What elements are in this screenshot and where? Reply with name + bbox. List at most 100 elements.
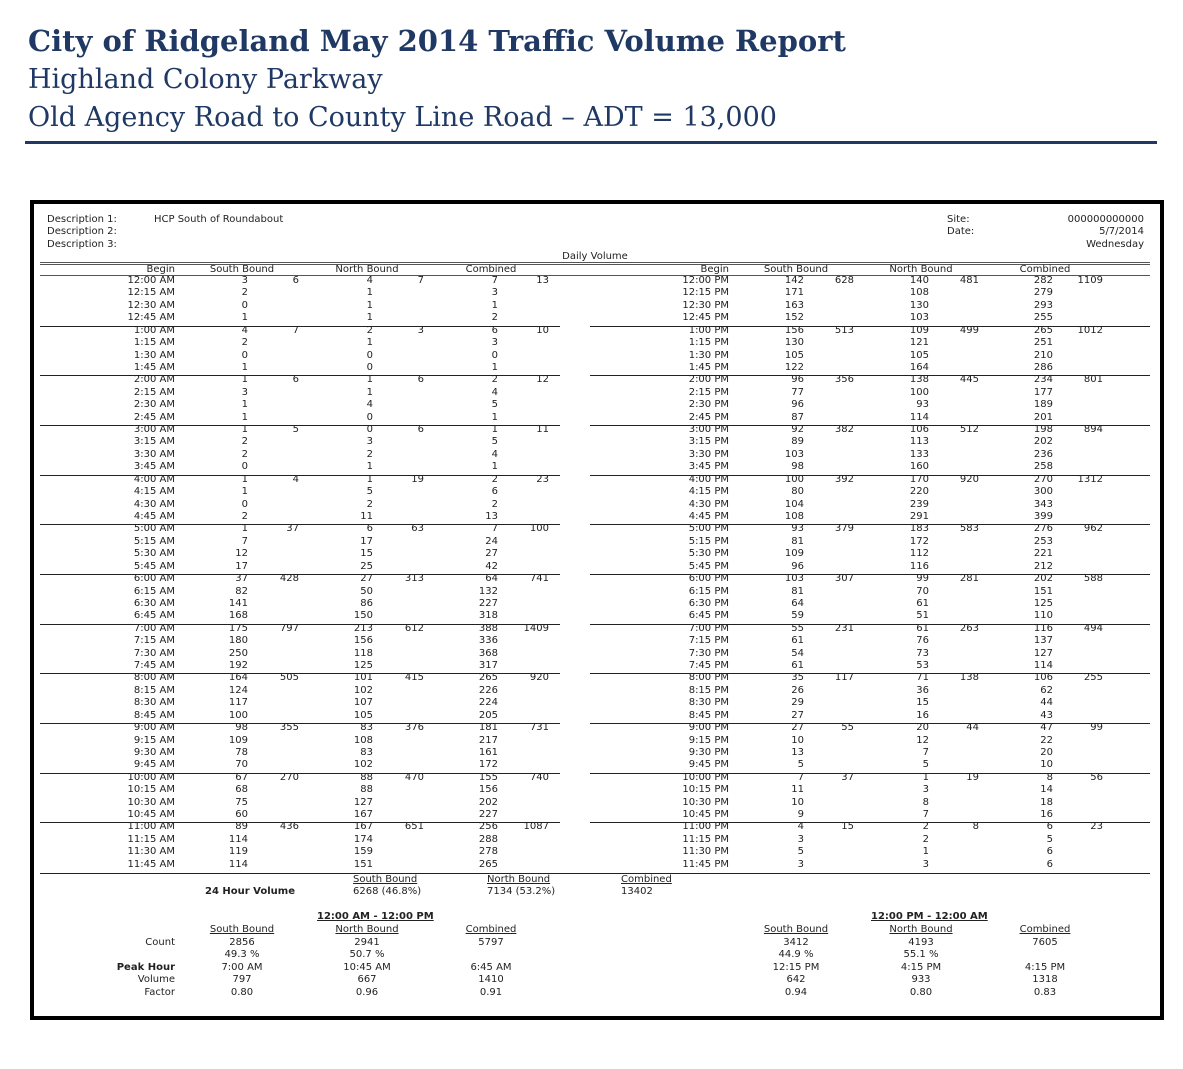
south-bound-count: 4 xyxy=(797,821,804,833)
begin-time: 9:30 PM xyxy=(688,746,729,758)
south-bound-count: 26 xyxy=(791,684,804,696)
combined-count: 258 xyxy=(1033,461,1053,473)
south-bound-count: 2 xyxy=(241,448,248,460)
south-bound-count: 141 xyxy=(228,597,248,609)
site-label: Site: xyxy=(947,214,970,225)
south-bound-count: 59 xyxy=(791,610,804,622)
summary-peak-volume: 797 xyxy=(232,974,252,985)
begin-time: 3:45 PM xyxy=(688,461,729,473)
begin-time: 9:30 AM xyxy=(133,746,175,758)
south-bound-count: 1 xyxy=(241,399,248,411)
hour-divider xyxy=(590,772,1150,774)
combined-count: 5 xyxy=(1046,833,1053,845)
combined-count: 6 xyxy=(491,486,498,498)
combined-count: 270 xyxy=(1033,473,1053,485)
summary-peak-factor: 0.96 xyxy=(355,987,379,998)
date-value: 5/7/2014 xyxy=(1099,226,1144,237)
combined-count: 189 xyxy=(1033,399,1053,411)
south-bound-count: 114 xyxy=(228,833,248,845)
south-bound-count: 250 xyxy=(228,647,248,659)
south-bound-hour-total: 382 xyxy=(834,424,854,436)
summary-count: 4193 xyxy=(908,937,934,948)
begin-time: 4:30 PM xyxy=(688,498,729,510)
begin-time: 6:15 AM xyxy=(133,585,175,597)
south-bound-count: 117 xyxy=(228,697,248,709)
begin-time: 3:15 AM xyxy=(133,436,175,448)
combined-hour-total: 740 xyxy=(529,771,549,783)
south-bound-count: 1 xyxy=(241,424,248,436)
combined-count: 42 xyxy=(485,560,498,572)
begin-time: 8:45 PM xyxy=(688,709,729,721)
summary-peak-volume: 933 xyxy=(911,974,931,985)
volume24-nb-header: North Bound xyxy=(487,874,551,885)
hour-divider xyxy=(40,425,560,427)
begin-time: 10:30 PM xyxy=(682,796,729,808)
south-bound-count: 7 xyxy=(241,535,248,547)
begin-time: 6:30 AM xyxy=(133,597,175,609)
south-bound-hour-total: 6 xyxy=(292,275,299,286)
hour-divider xyxy=(40,723,560,725)
south-bound-hour-total: 4 xyxy=(292,473,299,485)
south-bound-hour-total: 117 xyxy=(834,672,854,684)
begin-time: 1:00 AM xyxy=(133,324,175,336)
north-bound-hour-total: 138 xyxy=(959,672,979,684)
south-bound-count: 7 xyxy=(797,771,804,783)
begin-time: 2:00 AM xyxy=(133,374,175,386)
begin-time: 12:30 AM xyxy=(127,299,175,311)
begin-time: 2:15 PM xyxy=(688,386,729,398)
hour-divider xyxy=(590,673,1150,675)
north-bound-count: 99 xyxy=(916,573,929,585)
south-bound-count: 1 xyxy=(241,411,248,423)
column-header-begin: Begin xyxy=(700,264,729,275)
north-bound-count: 102 xyxy=(353,684,373,696)
south-bound-hour-total: 7 xyxy=(292,324,299,336)
south-bound-count: 0 xyxy=(241,498,248,510)
north-bound-count: 3 xyxy=(922,784,929,796)
combined-count: 6 xyxy=(491,324,498,336)
south-bound-count: 103 xyxy=(784,573,804,585)
south-bound-count: 9 xyxy=(797,809,804,821)
hour-divider xyxy=(590,574,1150,576)
south-bound-count: 130 xyxy=(784,337,804,349)
combined-count: 224 xyxy=(478,697,498,709)
south-bound-count: 92 xyxy=(791,424,804,436)
south-bound-count: 35 xyxy=(791,672,804,684)
begin-time: 4:45 PM xyxy=(688,510,729,522)
south-bound-count: 142 xyxy=(784,275,804,286)
combined-count: 336 xyxy=(478,635,498,647)
column-header-south-bound: South Bound xyxy=(763,264,829,275)
combined-count: 2 xyxy=(491,374,498,386)
south-bound-count: 12 xyxy=(235,548,248,560)
column-header-north-bound: North Bound xyxy=(889,264,953,275)
begin-time: 1:30 PM xyxy=(688,349,729,361)
south-bound-count: 114 xyxy=(228,858,248,870)
north-bound-hour-total: 445 xyxy=(959,374,979,386)
begin-time: 10:15 AM xyxy=(127,784,175,796)
combined-count: 125 xyxy=(1033,597,1053,609)
north-bound-count: 93 xyxy=(916,399,929,411)
north-bound-count: 83 xyxy=(360,722,373,734)
south-bound-hour-total: 392 xyxy=(834,473,854,485)
south-bound-hour-total: 505 xyxy=(279,672,299,684)
south-bound-count: 78 xyxy=(235,746,248,758)
south-bound-count: 10 xyxy=(791,796,804,808)
north-bound-count: 170 xyxy=(909,473,929,485)
combined-hour-total: 11 xyxy=(536,424,549,436)
south-bound-count: 109 xyxy=(228,734,248,746)
north-bound-count: 109 xyxy=(909,324,929,336)
south-bound-hour-total: 513 xyxy=(834,324,854,336)
column-header-north-bound: North Bound xyxy=(335,264,399,275)
begin-time: 12:15 AM xyxy=(127,287,175,299)
north-bound-count: 25 xyxy=(360,560,373,572)
north-bound-count: 2 xyxy=(922,821,929,833)
begin-time: 6:30 PM xyxy=(688,597,729,609)
combined-count: 318 xyxy=(478,610,498,622)
combined-count: 399 xyxy=(1033,510,1053,522)
begin-time: 10:45 AM xyxy=(127,809,175,821)
hour-divider xyxy=(40,673,560,675)
description-1-value: HCP South of Roundabout xyxy=(154,214,284,225)
begin-time: 11:30 AM xyxy=(127,846,175,858)
north-bound-hour-total: 8 xyxy=(972,821,979,833)
south-bound-count: 109 xyxy=(784,548,804,560)
south-bound-count: 87 xyxy=(791,411,804,423)
